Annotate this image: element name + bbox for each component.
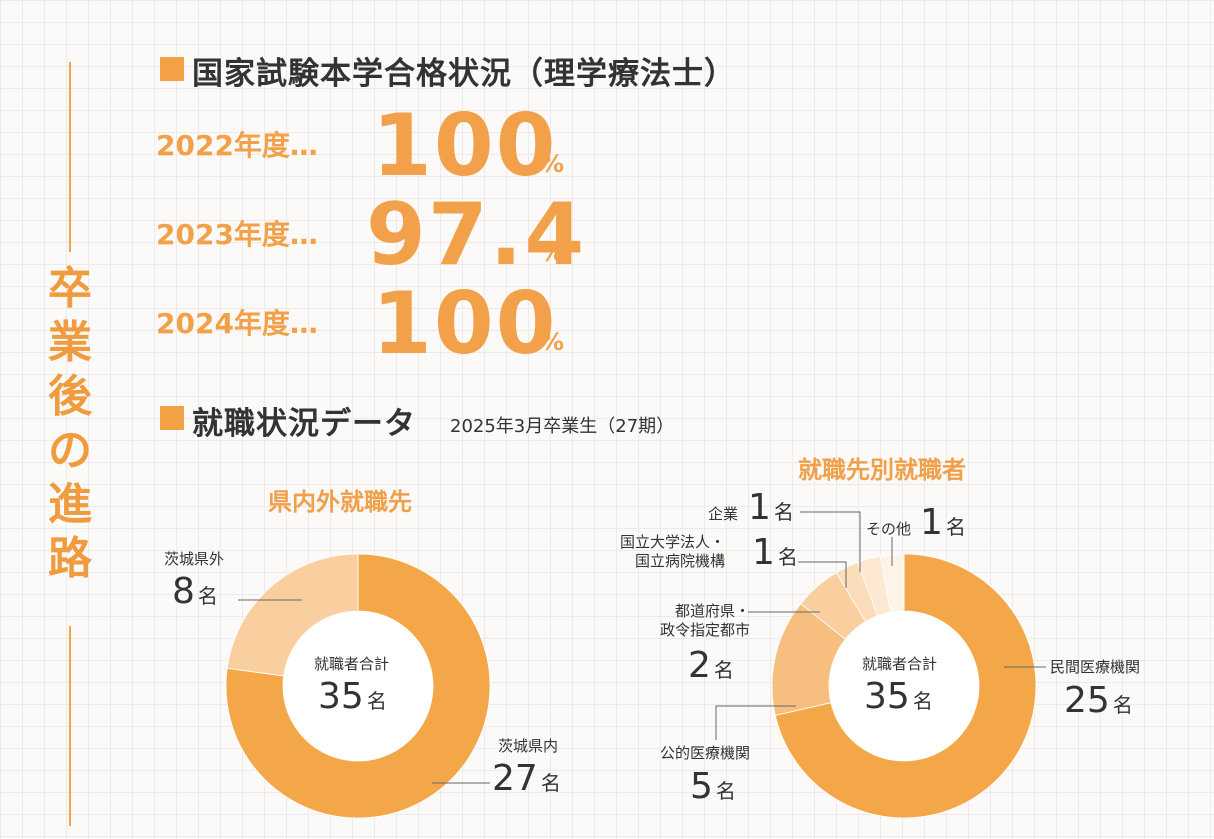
chart2-slice-unit: 名: [945, 515, 966, 539]
chart2-hole: [829, 611, 979, 761]
sidebar-title-char: 後: [48, 371, 92, 422]
chart2-slice-unit: 名: [1112, 693, 1133, 717]
exam-year-label: 2024年度…: [156, 307, 318, 340]
chart1-slice-unit: 名: [197, 584, 218, 608]
chart2-leader-line: [798, 561, 847, 588]
exam-rate-value: 100: [372, 274, 558, 374]
chart2-center-value: 35 名: [864, 676, 933, 717]
exam-rate-value: 97.4: [366, 185, 587, 285]
chart2-slice-label: 企業: [708, 505, 739, 523]
section-marker-icon: [160, 406, 184, 430]
chart2-leader-line: [800, 511, 861, 572]
chart2-slice-number: 1: [748, 487, 771, 528]
chart2-center-label: 就職者合計: [862, 655, 938, 673]
chart1-slice-number: 8: [172, 571, 195, 612]
exam-year-label: 2022年度…: [156, 129, 318, 162]
sidebar-title-char: 進: [48, 479, 92, 530]
sidebar-rule-top: [69, 62, 71, 252]
sidebar-title-char: 業: [48, 317, 92, 368]
chart2-slice-label: 民間医療機関: [1050, 658, 1141, 676]
sidebar-title-char: 路: [48, 533, 92, 584]
chart1-slice-unit: 名: [540, 771, 561, 795]
chart2-title: 就職先別就職者: [798, 456, 966, 484]
chart1-slice-value: 27 名: [492, 758, 561, 799]
chart2-slice-unit: 名: [777, 545, 798, 569]
exam-section-title: 国家試験本学合格状況（理学療法士）: [192, 56, 736, 92]
chart1-slice-number: 27: [492, 758, 538, 799]
employment-section-title: 就職状況データ: [192, 406, 416, 442]
exam-rate-value: 100: [372, 96, 558, 196]
chart1-center-unit: 名: [366, 689, 387, 713]
chart1-center-label: 就職者合計: [314, 655, 390, 673]
chart2-slice-label: 都道府県・ 政令指定都市: [660, 602, 751, 639]
exam-rate-unit: %: [540, 328, 565, 356]
chart2-slice-value: 25 名: [1064, 680, 1133, 721]
chart1-hole: [283, 611, 433, 761]
chart1-slice-label: 茨城県外: [164, 550, 225, 568]
chart2-slice-number: 1: [920, 502, 943, 543]
chart2-center-number: 35: [864, 676, 910, 717]
chart2-center-unit: 名: [912, 689, 933, 713]
section-marker-icon: [160, 57, 184, 81]
sidebar-rule-bottom: [69, 626, 71, 826]
sidebar-title-char: の: [48, 425, 92, 476]
exam-rate-unit: %: [540, 239, 565, 267]
chart2-slice-label: 国立大学法人・ 国立病院機構: [620, 533, 726, 570]
chart2-slice-number: 1: [752, 532, 775, 573]
chart2-slice-unit: 名: [715, 779, 736, 803]
sidebar-title: 卒 業 後 の 進 路: [40, 262, 100, 586]
employment-subtitle: 2025年3月卒業生（27期）: [450, 416, 675, 437]
chart1-center-value: 35 名: [318, 676, 387, 717]
chart2-slice-number: 25: [1064, 680, 1110, 721]
exam-year-label: 2023年度…: [156, 218, 318, 251]
chart1-center-number: 35: [318, 676, 364, 717]
exam-rate-unit: %: [540, 150, 565, 178]
chart2-leader-line: [715, 705, 796, 740]
chart2-slice-number: 5: [690, 766, 713, 807]
chart1-slice-label: 茨城県内: [498, 737, 559, 755]
chart1-title: 県内外就職先: [268, 488, 412, 516]
chart2-slice-unit: 名: [713, 658, 734, 682]
chart2-slice-unit: 名: [773, 500, 794, 524]
sidebar-title-char: 卒: [48, 263, 92, 314]
chart2-slice-label: 公的医療機関: [660, 744, 751, 762]
chart2-slice-number: 2: [688, 645, 711, 686]
chart2-slice-label: その他: [866, 520, 912, 538]
